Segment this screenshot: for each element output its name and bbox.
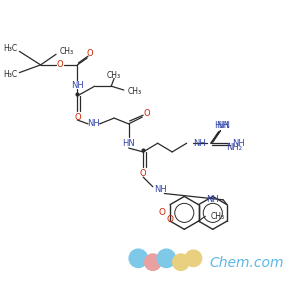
- Text: O: O: [167, 215, 174, 224]
- Text: O: O: [144, 109, 150, 118]
- Circle shape: [185, 250, 202, 266]
- Text: H₃C: H₃C: [3, 44, 17, 53]
- Text: NH: NH: [232, 139, 245, 148]
- Text: O: O: [159, 208, 166, 217]
- Text: NH: NH: [194, 139, 206, 148]
- Text: HN: HN: [122, 139, 135, 148]
- Text: Chem.com: Chem.com: [210, 256, 284, 270]
- Text: CH₃: CH₃: [107, 71, 121, 80]
- Text: O: O: [57, 60, 63, 69]
- Text: CH₃: CH₃: [128, 88, 142, 97]
- Text: H₃C: H₃C: [3, 70, 17, 79]
- Text: NH: NH: [154, 185, 167, 194]
- Text: NH₂: NH₂: [226, 142, 242, 152]
- Circle shape: [172, 254, 189, 270]
- Text: NH: NH: [206, 195, 219, 204]
- Text: H₂N: H₂N: [214, 121, 230, 130]
- Text: NH: NH: [216, 121, 229, 130]
- Text: CH₃: CH₃: [210, 212, 224, 221]
- Circle shape: [157, 249, 176, 268]
- Text: NH: NH: [71, 81, 84, 90]
- Text: CH₃: CH₃: [60, 47, 74, 56]
- Circle shape: [129, 249, 148, 268]
- Text: NH: NH: [87, 119, 100, 128]
- Text: O: O: [140, 169, 146, 178]
- Text: O: O: [74, 112, 81, 122]
- Text: O: O: [87, 49, 93, 58]
- Circle shape: [145, 254, 161, 270]
